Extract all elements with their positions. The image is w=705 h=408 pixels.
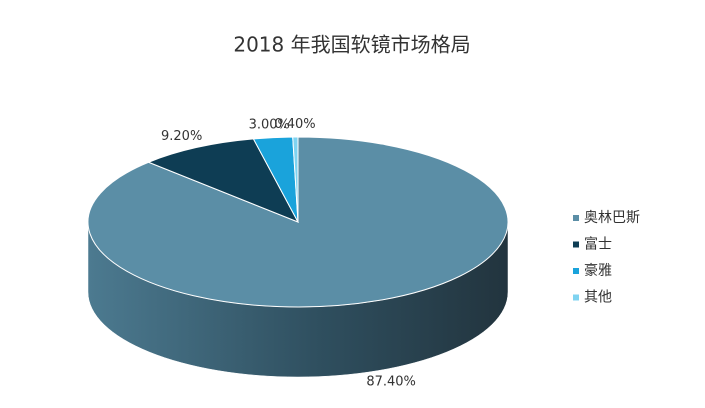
legend-label: 富士 xyxy=(584,236,612,253)
data-label: 0.40% xyxy=(274,117,315,132)
legend-marker xyxy=(573,294,579,301)
legend-marker xyxy=(573,241,579,248)
data-label: 9.20% xyxy=(161,129,202,144)
legend-marker xyxy=(573,215,579,221)
legend-label: 其他 xyxy=(584,290,612,306)
chart-title: 2018 年我国软镜市场格局 xyxy=(233,33,470,57)
legend-marker xyxy=(573,268,579,274)
slice xyxy=(292,136,299,223)
data-label: 3.00% xyxy=(249,117,290,132)
pie: 87.40% 9.20% 3.00%0.40% xyxy=(87,117,509,390)
legend-label: 奥林巴斯 xyxy=(584,209,640,226)
data-label: 87.40% xyxy=(366,375,416,390)
slice xyxy=(147,138,300,223)
legend-label: 豪雅 xyxy=(584,263,612,279)
